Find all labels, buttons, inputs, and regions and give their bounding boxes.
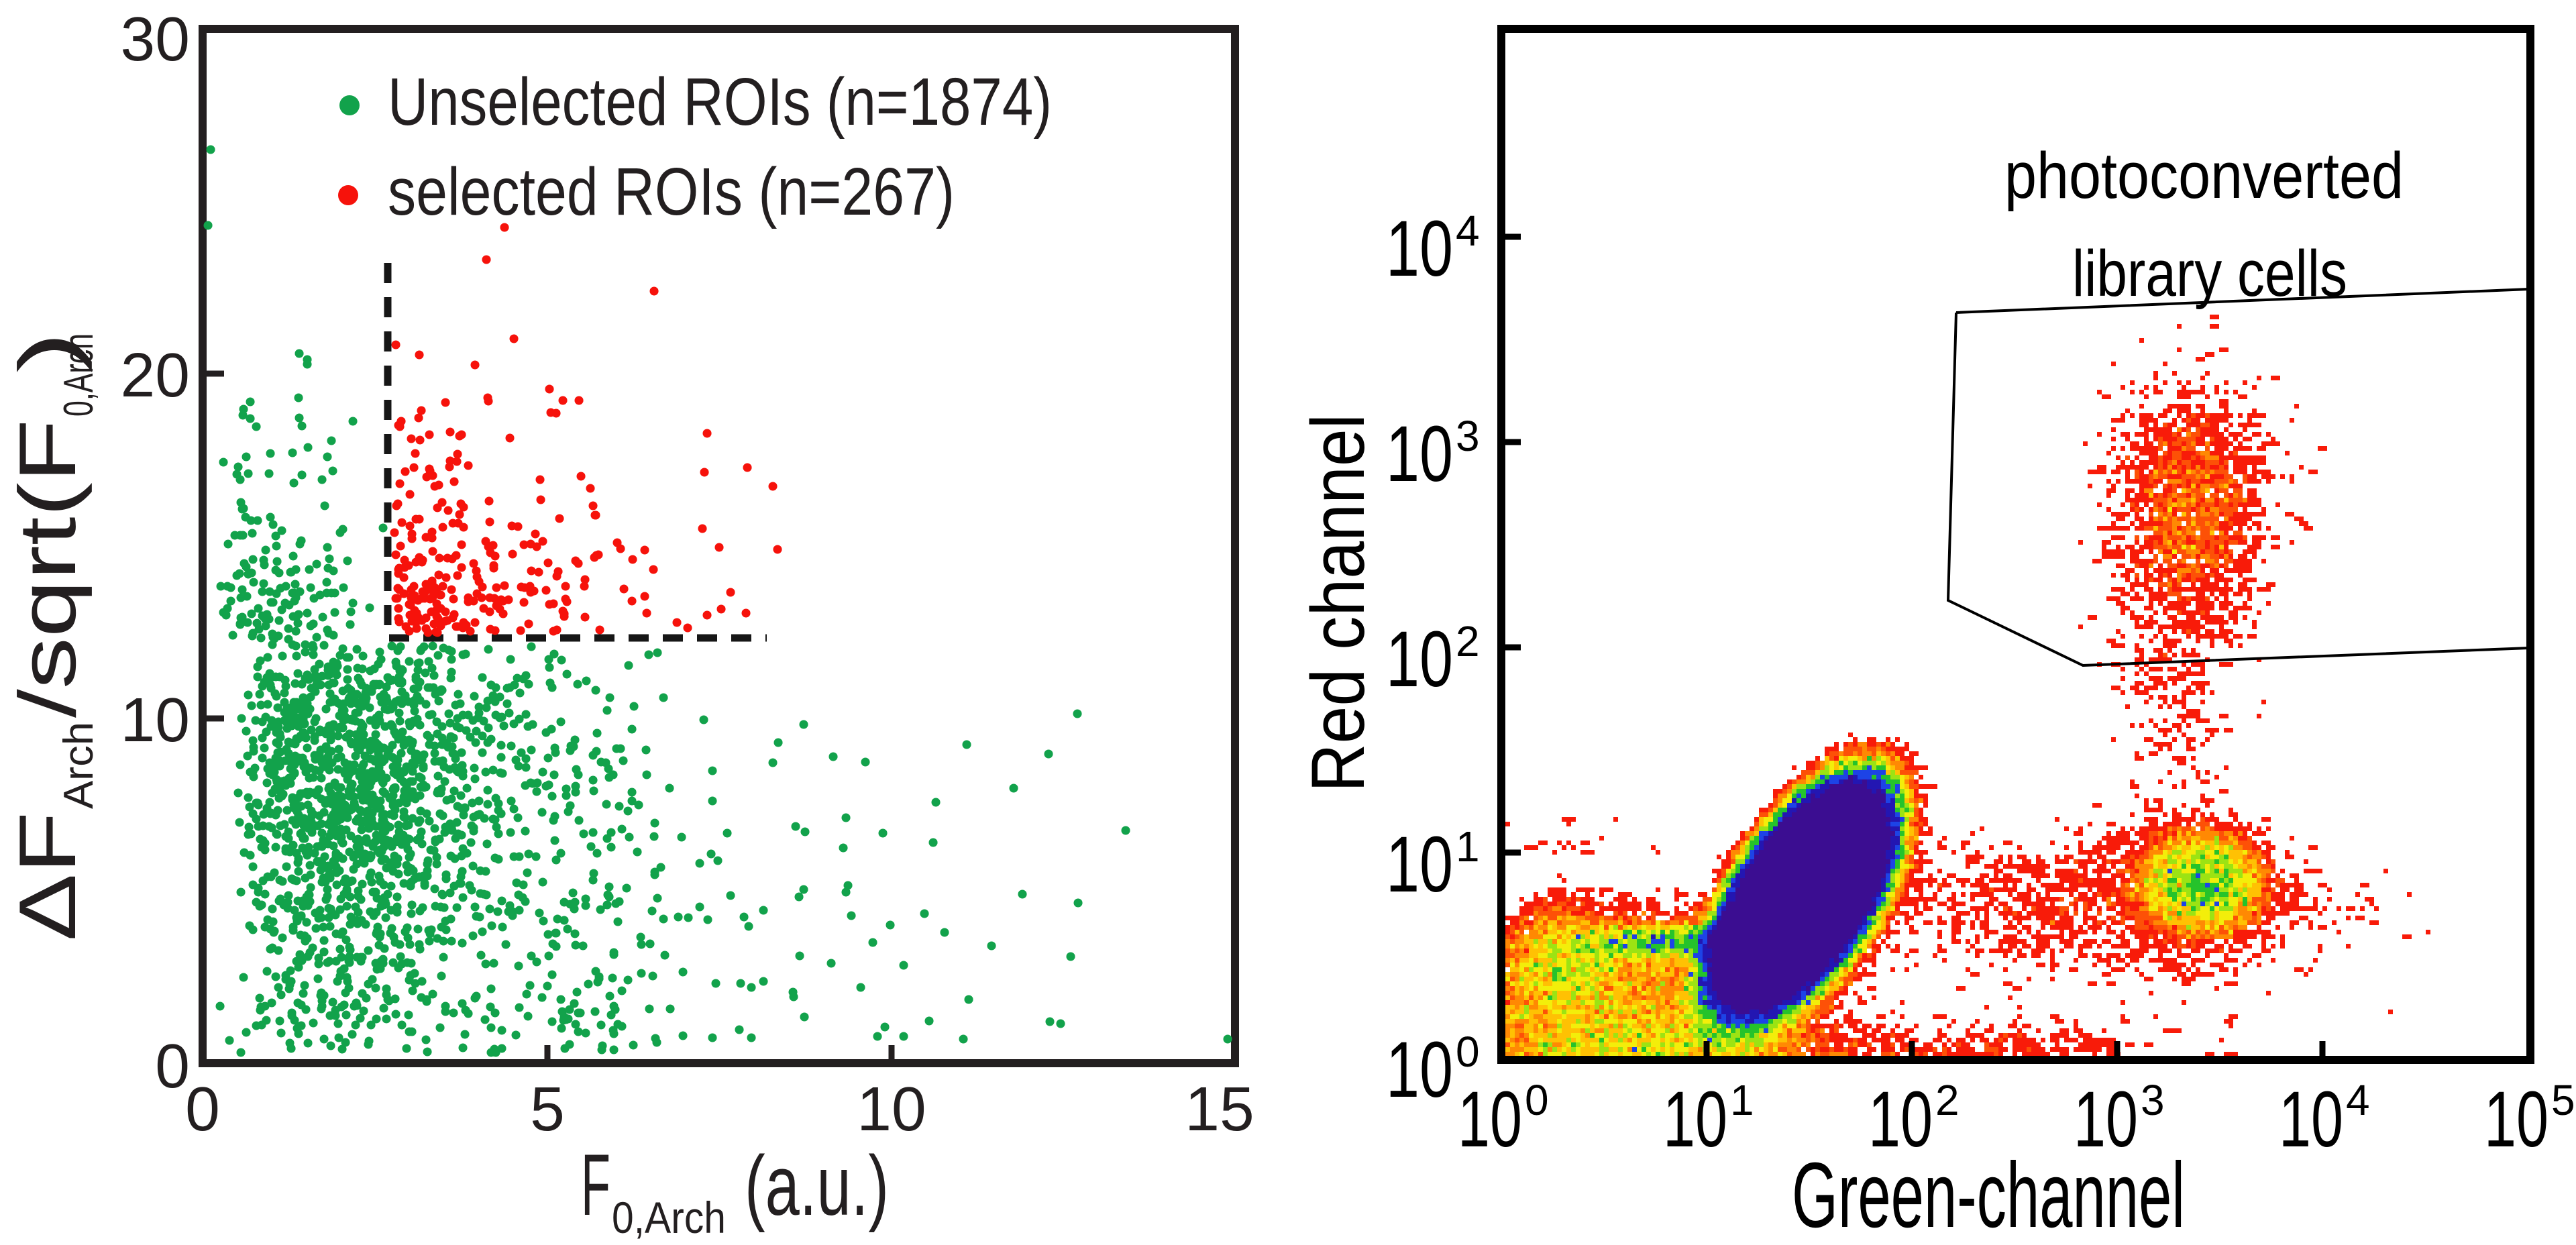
svg-text:2: 2	[1935, 1076, 1960, 1124]
svg-text:photoconverted: photoconverted	[2004, 139, 2404, 212]
svg-text:10: 10	[1663, 1075, 1727, 1164]
svg-text:10: 10	[1386, 820, 1453, 909]
svg-text:/sqrt(F: /sqrt(F	[3, 419, 93, 718]
svg-text:15: 15	[1185, 1074, 1254, 1144]
svg-text:20: 20	[121, 340, 190, 410]
svg-text:10: 10	[2279, 1075, 2343, 1164]
svg-text:4: 4	[1456, 207, 1480, 255]
svg-text:4: 4	[2346, 1076, 2370, 1124]
svg-text:1: 1	[1456, 822, 1480, 871]
svg-text:0: 0	[1525, 1076, 1549, 1124]
svg-text:1: 1	[1730, 1076, 1754, 1124]
svg-text:Unselected ROIs (n=1874): Unselected ROIs (n=1874)	[388, 64, 1052, 140]
svg-text:10: 10	[121, 685, 190, 755]
svg-text:10: 10	[2074, 1075, 2138, 1164]
svg-text:0: 0	[155, 1031, 190, 1101]
svg-text:10: 10	[1386, 205, 1453, 293]
svg-text:): )	[3, 331, 93, 373]
svg-text:0,Arch: 0,Arch	[56, 333, 102, 417]
svg-text:0: 0	[1456, 1028, 1480, 1076]
svg-text:10: 10	[1386, 615, 1453, 704]
svg-text:10: 10	[2484, 1075, 2548, 1164]
svg-text:3: 3	[1456, 412, 1480, 460]
svg-text:F: F	[581, 1136, 610, 1234]
svg-text:selected ROIs (n=267): selected ROIs (n=267)	[388, 154, 955, 229]
svg-text:(a.u.): (a.u.)	[745, 1138, 889, 1233]
svg-text:3: 3	[2141, 1076, 2165, 1124]
svg-text:30: 30	[121, 4, 190, 74]
svg-text:0,Arch: 0,Arch	[612, 1193, 726, 1242]
svg-text:5: 5	[2551, 1076, 2575, 1124]
svg-text:10: 10	[1868, 1075, 1933, 1164]
svg-text:10: 10	[1386, 410, 1453, 498]
svg-text:Arch: Arch	[56, 722, 102, 809]
svg-text:10: 10	[1458, 1075, 1522, 1164]
svg-text:2: 2	[1456, 617, 1480, 665]
svg-text:5: 5	[530, 1074, 565, 1144]
svg-text:ΔF: ΔF	[3, 812, 93, 941]
svg-text:Green-channel: Green-channel	[1792, 1144, 2185, 1245]
svg-text:10: 10	[1386, 1026, 1453, 1114]
svg-text:10: 10	[857, 1074, 926, 1144]
svg-text:0: 0	[185, 1074, 220, 1144]
svg-text:library cells: library cells	[2072, 237, 2347, 310]
svg-text:Red channel: Red channel	[1296, 414, 1380, 792]
